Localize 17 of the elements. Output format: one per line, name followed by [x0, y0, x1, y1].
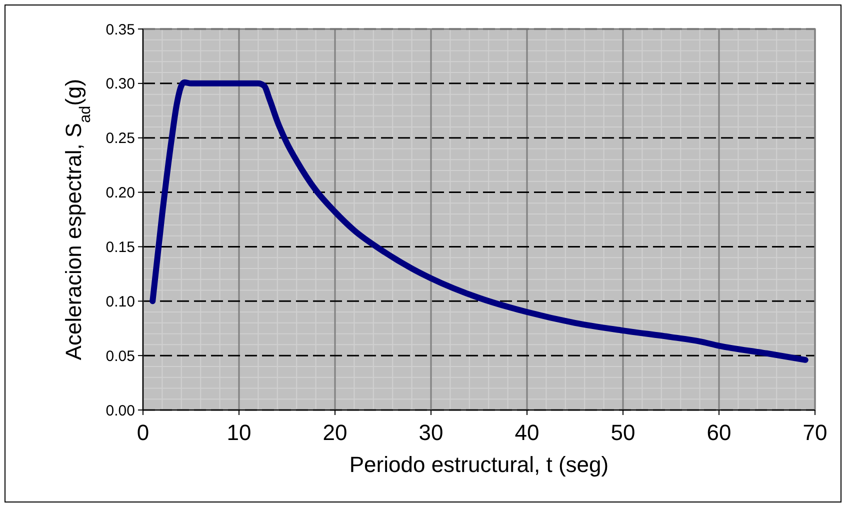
- x-tick-label: 70: [802, 420, 828, 445]
- x-tick-label: 30: [418, 420, 444, 445]
- x-tick-label: 50: [610, 420, 636, 445]
- y-tick-label: 0.35: [106, 21, 135, 38]
- x-tick-label: 40: [514, 420, 540, 445]
- y-tick-label: 0.05: [106, 348, 135, 365]
- y-tick-label: 0.30: [106, 76, 135, 93]
- y-tick-label: 0.25: [106, 130, 135, 148]
- x-tick-label: 20: [322, 420, 348, 445]
- x-axis-title: Periodo estructural, t (seg): [349, 452, 609, 477]
- y-tick-label: 0.00: [106, 402, 135, 420]
- y-tick-label: 0.15: [106, 238, 135, 256]
- y-tick-label: 0.20: [106, 184, 135, 202]
- x-tick-label: 60: [706, 420, 732, 445]
- x-tick-label: 10: [226, 420, 252, 445]
- x-tick-label: 0: [136, 420, 150, 445]
- y-tick-label: 0.10: [106, 293, 135, 310]
